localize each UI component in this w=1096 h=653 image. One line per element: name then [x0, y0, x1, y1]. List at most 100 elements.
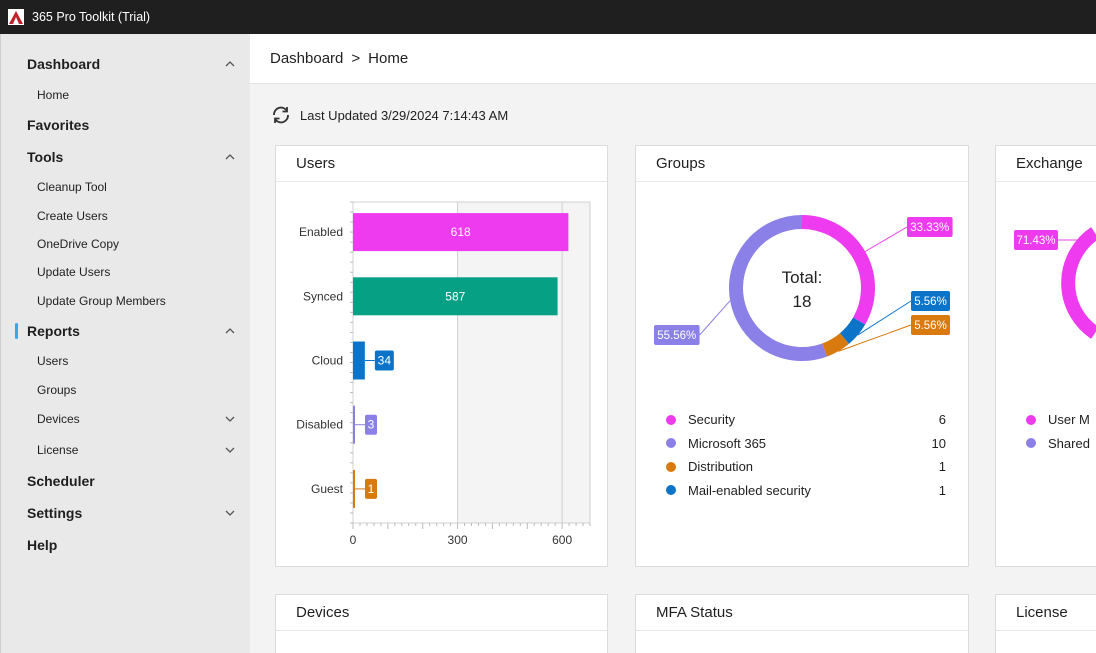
legend-value: 1 — [938, 459, 946, 475]
y-category-label: Guest — [311, 482, 344, 496]
donut-slice-distribution[interactable] — [821, 333, 849, 357]
sidebar-item-onedrive-copy[interactable]: OneDrive Copy — [1, 232, 251, 256]
legend-label: Microsoft 365 — [688, 435, 767, 451]
chevron-up-icon[interactable] — [225, 152, 235, 162]
sidebar-item-cleanup-tool[interactable]: Cleanup Tool — [1, 175, 251, 199]
legend-dot-icon — [666, 438, 676, 449]
slice-percent-badge — [911, 291, 950, 311]
app-title: 365 Pro Toolkit (Trial) — [32, 10, 151, 24]
bar-value-label: 3 — [368, 418, 375, 432]
sidebar-item-label: Scheduler — [27, 473, 95, 489]
sidebar-item-devices[interactable]: Devices — [1, 407, 251, 431]
sidebar-item-label: Groups — [37, 382, 77, 397]
sidebar-item-update-users[interactable]: Update Users — [1, 260, 251, 284]
sidebar-item-label: License — [37, 442, 79, 457]
title-bar: 365 Pro Toolkit (Trial) — [0, 0, 1096, 34]
slice-leader — [864, 226, 908, 252]
legend-dot-icon — [666, 461, 676, 472]
chevron-up-icon[interactable] — [225, 326, 235, 336]
x-tick-label: 300 — [448, 533, 468, 547]
bar-value-label: 618 — [451, 225, 471, 239]
legend-dot-icon — [666, 414, 676, 425]
y-category-label: Synced — [303, 289, 343, 303]
last-updated-row: Last Updated 3/29/2024 7:14:43 AM — [270, 104, 508, 126]
sidebar-item-home[interactable]: Home — [1, 83, 251, 107]
sidebar-item-help[interactable]: Help — [1, 532, 251, 558]
chevron-down-icon[interactable] — [225, 445, 235, 455]
legend-item[interactable]: Microsoft 365 10 — [666, 432, 946, 456]
sidebar-item-label: OneDrive Copy — [37, 236, 120, 251]
legend-label: Distribution — [688, 459, 754, 475]
chevron-up-icon[interactable] — [225, 59, 235, 69]
legend-item[interactable]: User M — [1026, 408, 1090, 432]
legend-value: 6 — [938, 412, 946, 428]
sidebar-item-scheduler[interactable]: Scheduler — [1, 468, 251, 494]
devices-card: Devices — [275, 594, 608, 653]
sidebar-item-tools[interactable]: Tools — [1, 144, 251, 170]
slice-leader — [838, 324, 912, 352]
breadcrumb: Dashboard > Home — [250, 34, 1096, 84]
sidebar-item-dashboard[interactable]: Dashboard — [1, 51, 251, 77]
y-category-label: Disabled — [296, 418, 343, 432]
exchange-legend: User M Shared — [1026, 408, 1090, 455]
legend-item[interactable]: Distribution 1 — [666, 455, 946, 479]
bar-synced[interactable] — [353, 277, 558, 316]
sidebar-item-label: Users — [37, 353, 69, 368]
slice-percent-label: 5.56% — [914, 320, 947, 332]
sidebar-item-create-users[interactable]: Create Users — [1, 204, 251, 228]
slice-percent-badge — [654, 325, 700, 345]
sidebar-item-license[interactable]: License — [1, 438, 251, 462]
donut-slice-microsoft-365[interactable] — [729, 215, 827, 361]
mfa-status-card: MFA Status — [635, 594, 969, 653]
legend-item[interactable]: Security 6 — [666, 408, 946, 432]
chevron-down-icon[interactable] — [225, 414, 235, 424]
sidebar-item-groups[interactable]: Groups — [1, 378, 251, 402]
legend-label: Security — [688, 412, 735, 428]
sidebar-item-favorites[interactable]: Favorites — [1, 112, 251, 138]
sidebar-item-label: Home — [37, 87, 70, 102]
legend-item[interactable]: Mail-enabled security 1 — [666, 479, 946, 503]
sidebar-item-label: Devices — [37, 411, 80, 426]
sidebar-item-label: Reports — [27, 323, 80, 339]
sidebar-item-update-group-members[interactable]: Update Group Members — [1, 289, 251, 313]
donut-slice-security[interactable] — [801, 215, 875, 325]
donut-slice-mail-enabled-security[interactable] — [839, 317, 866, 344]
sidebar-item-label: Cleanup Tool — [37, 179, 107, 194]
exchange-donut-chart: 71.43% — [1014, 227, 1096, 339]
bar-disabled[interactable] — [353, 405, 355, 444]
groups-card-title: Groups — [636, 146, 968, 182]
breadcrumb-root[interactable]: Dashboard — [270, 50, 344, 67]
sidebar-item-settings[interactable]: Settings — [1, 500, 251, 526]
sidebar-item-label: Create Users — [37, 208, 108, 223]
bar-enabled[interactable] — [353, 213, 569, 252]
bar-guest[interactable] — [353, 469, 355, 508]
sidebar-item-label: Update Users — [37, 264, 111, 279]
mfa-status-card-title: MFA Status — [636, 595, 968, 631]
sidebar: Dashboard Home Favorites Tools Cleanup Tool C… — [0, 34, 250, 653]
slice-percent-label: 33.33% — [910, 222, 949, 234]
breadcrumb-separator: > — [351, 50, 361, 67]
users-card: Users 0 300 600 Enabled 618 Synced 587 Cloud 34 D… — [275, 145, 608, 567]
active-indicator — [15, 323, 18, 339]
sidebar-item-label: Settings — [27, 505, 83, 521]
donut-center-total: 18 — [793, 292, 812, 311]
chevron-down-icon[interactable] — [225, 508, 235, 518]
bar-value-label: 587 — [445, 289, 465, 303]
slice-percent-badge — [911, 315, 950, 335]
bar-cloud[interactable] — [353, 341, 365, 380]
sidebar-item-label: Update Group Members — [37, 293, 166, 308]
y-category-label: Cloud — [312, 354, 343, 368]
slice-percent-label: 5.56% — [914, 296, 947, 308]
slice-percent-label: 55.56% — [657, 330, 696, 342]
donut-slice-user-mailbox[interactable] — [1061, 227, 1096, 339]
sidebar-item-users[interactable]: Users — [1, 349, 251, 373]
groups-legend: Security 6 Microsoft 365 10 Distribution 1 Mai… — [666, 408, 946, 502]
refresh-icon[interactable] — [270, 104, 292, 126]
slice-percent-badge — [1014, 230, 1058, 250]
legend-label: Mail-enabled security — [688, 482, 811, 498]
legend-item[interactable]: Shared — [1026, 432, 1090, 456]
license-card-title: License — [996, 595, 1096, 631]
exchange-card: Exchange 71.43% User M Shared — [995, 145, 1096, 567]
users-card-title: Users — [276, 146, 607, 182]
sidebar-item-reports[interactable]: Reports — [1, 318, 251, 344]
